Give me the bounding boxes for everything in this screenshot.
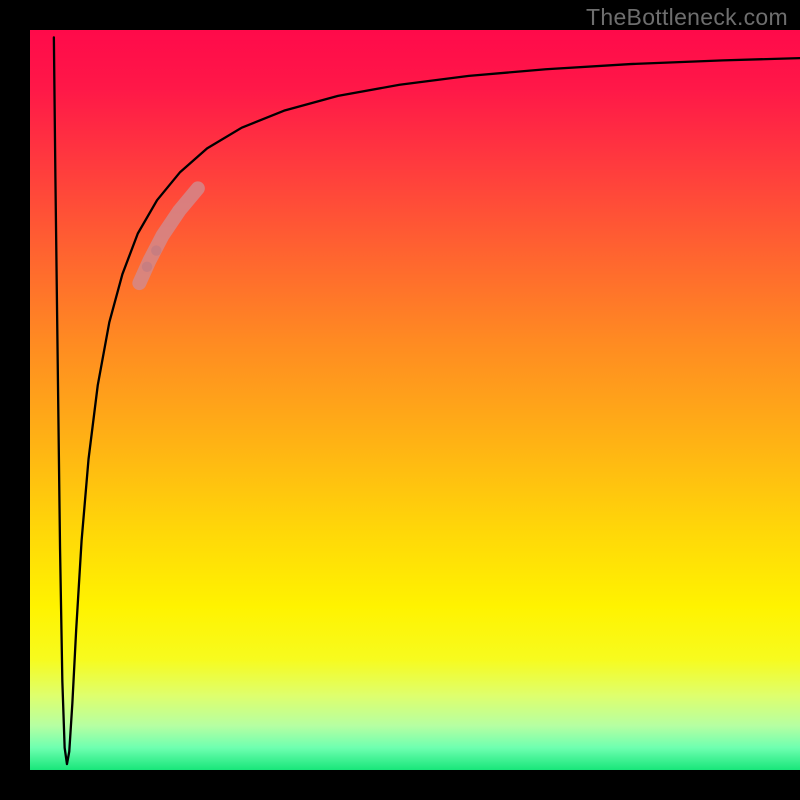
watermark-text: TheBottleneck.com — [586, 4, 788, 31]
chart-svg — [0, 0, 800, 800]
bottleneck-chart: TheBottleneck.com — [0, 0, 800, 800]
